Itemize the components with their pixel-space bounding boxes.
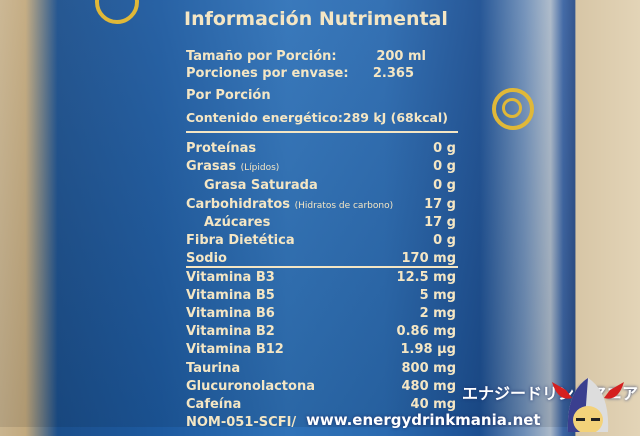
nutrient-name: Taurina (186, 361, 241, 376)
nutrient-note: (Hidratos de carbono) (294, 201, 394, 211)
nutrient-name: Vitamina B6 (186, 306, 275, 321)
nutrient-value: 12.5 mg (396, 270, 456, 285)
nutrient-row: Taurina 800 mg (186, 360, 456, 378)
nutrient-name: Carbohidratos (186, 197, 291, 212)
nutrient-name: Fibra Dietética (186, 233, 295, 248)
yellow-target-inner (502, 98, 522, 118)
label-title: Información Nutrimental (184, 8, 448, 30)
nutrient-value: 0 g (433, 159, 456, 174)
watermark-url: www.energydrinkmania.net (306, 411, 541, 429)
nutrient-value: 170 mg (401, 251, 456, 266)
nutrient-name: Sodio (186, 251, 227, 266)
nutrient-row: Fibra Dietética 0 g (186, 232, 456, 250)
nutrient-row: Azúcares 17 g (186, 214, 456, 232)
divider (186, 266, 458, 268)
nutrient-row: Grasa Saturada 0 g (186, 177, 456, 195)
nutrient-row: Sodio 170 mg (186, 250, 456, 268)
nutrient-row: Carbohidratos (Hidratos de carbono) 17 g (186, 196, 456, 214)
yellow-target-graphic (492, 88, 534, 130)
mascot-avatar (548, 372, 628, 434)
nutrient-value: 480 mg (401, 379, 456, 394)
nutrient-value: 0 g (433, 141, 456, 156)
servings-label: Porciones por envase: (186, 66, 349, 81)
nutrient-name: Glucuronolactona (186, 379, 315, 394)
nom-footer: NOM-051-SCFI/ (186, 415, 297, 430)
nutrient-row: Glucuronolactona 480 mg (186, 378, 456, 396)
servings-value: 2.365 (372, 66, 414, 81)
nutrient-row: Vitamina B5 5 mg (186, 287, 456, 305)
nutrient-name: Proteínas (186, 141, 257, 156)
energy-value: 289 kJ (68kcal) (342, 110, 448, 125)
nutrient-name: Vitamina B5 (186, 288, 275, 303)
nutrient-name: Vitamina B12 (186, 342, 284, 357)
serving-size: Tamaño por Porción: 200 ml (186, 48, 456, 66)
per-serving: Por Porción (186, 88, 271, 103)
nutrient-row: Proteínas 0 g (186, 140, 456, 158)
nutrient-value: 5 mg (419, 288, 456, 303)
nutrient-row: Cafeína 40 mg (186, 396, 456, 414)
nutrient-row: Vitamina B2 0.86 mg (186, 323, 456, 341)
nutrient-name: Grasas (186, 159, 237, 174)
nutrient-value: 0 g (433, 178, 456, 193)
nutrient-name: Cafeína (186, 397, 242, 412)
nutrient-value: 800 mg (401, 361, 456, 376)
divider (186, 131, 458, 133)
nutrient-row: Vitamina B3 12.5 mg (186, 269, 456, 287)
serving-size-value: 200 ml (376, 49, 426, 64)
nutrient-row: Vitamina B12 1.98 µg (186, 341, 456, 359)
nutrient-value: 2 mg (419, 306, 456, 321)
nutrient-row: Vitamina B6 2 mg (186, 305, 456, 323)
nutrient-value: 17 g (424, 197, 456, 212)
nutrient-name: Grasa Saturada (204, 178, 318, 193)
nutrient-name: Vitamina B3 (186, 270, 275, 285)
nutrient-value: 0.86 mg (396, 324, 456, 339)
nutrient-value: 0 g (433, 233, 456, 248)
servings: Porciones por envase: 2.365 (186, 65, 456, 83)
energy: Contenido energético:289 kJ (68kcal) (186, 109, 456, 127)
energy-label: Contenido energético: (186, 110, 343, 125)
can-surface (0, 0, 576, 427)
nutrient-note: (Lípidos) (240, 163, 280, 173)
nutrient-name: Vitamina B2 (186, 324, 275, 339)
nutrient-row: Grasas (Lípidos) 0 g (186, 158, 456, 176)
nutrient-name: Azúcares (204, 215, 271, 230)
nutrient-value: 17 g (424, 215, 456, 230)
serving-size-label: Tamaño por Porción: (186, 49, 337, 64)
nutrient-value: 40 mg (410, 397, 456, 412)
nutrient-value: 1.98 µg (400, 342, 456, 357)
